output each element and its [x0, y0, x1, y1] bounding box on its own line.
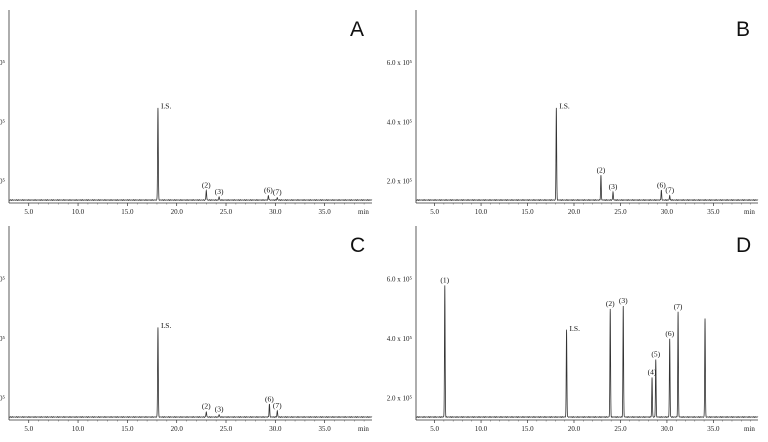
chart-panel-d: 5.0 10.0 15.0 20.0 25.0 30.0 35.0 min 2.0 x 10⁵ 4… [387, 226, 759, 433]
y-tick-label: 6.0 x 10⁵ [0, 275, 6, 283]
y-tick-label: 2.0 x 10⁵ [0, 394, 6, 402]
peak-label: I.S. [559, 102, 570, 111]
x-tick-label: 5.0 [24, 425, 33, 433]
x-tick-label: 25.0 [614, 208, 627, 216]
peak-label: (6) [264, 186, 273, 195]
peak-label: I.S. [161, 321, 172, 330]
peak-label: (3) [619, 296, 628, 305]
x-tick-label: 30.0 [269, 425, 282, 433]
y-tick-label: 4.0 x 10⁵ [0, 118, 6, 126]
x-tick-label: 10.0 [475, 208, 488, 216]
x-tick-label: 15.0 [121, 425, 134, 433]
panel-letter: A [350, 18, 364, 41]
peak-label: I.S. [161, 102, 172, 111]
x-tick-label: 10.0 [72, 208, 85, 216]
x-axis-label: min [744, 425, 755, 433]
y-tick-label: 4.0 x 10⁵ [0, 335, 6, 343]
x-tick-label: 35.0 [707, 208, 720, 216]
x-tick-label: 20.0 [171, 208, 184, 216]
x-tick-label: 20.0 [568, 425, 581, 433]
x-tick-label: 25.0 [220, 425, 233, 433]
peak-label: (2) [202, 402, 211, 411]
peak-label: (2) [597, 166, 606, 175]
peak-label: (2) [202, 180, 211, 189]
x-tick-label: 15.0 [521, 208, 534, 216]
y-tick-label: 4.0 x 10⁵ [387, 335, 413, 343]
peak-label: (1) [440, 275, 449, 284]
chart-panel-a: 5.0 10.0 15.0 20.0 25.0 30.0 35.0 min 2.0 x 10⁵ 4… [0, 10, 373, 216]
x-tick-label: 35.0 [707, 425, 720, 433]
chromatogram-trace [415, 107, 759, 201]
x-tick-label: 10.0 [72, 425, 85, 433]
y-tick-label: 2.0 x 10⁵ [387, 394, 413, 402]
x-axis-label: min [358, 208, 369, 216]
x-tick-label: 5.0 [430, 208, 439, 216]
y-tick-label: 2.0 x 10⁵ [0, 177, 6, 185]
x-tick-label: 5.0 [24, 208, 33, 216]
peak-label: (6) [265, 394, 274, 403]
x-tick-label: 15.0 [521, 425, 534, 433]
y-tick-label: 2.0 x 10⁵ [387, 177, 413, 185]
peak-label: (7) [674, 302, 683, 311]
chart-panel-b: 5.0 10.0 15.0 20.0 25.0 30.0 35.0 min 2.0 x 10⁵ 4… [387, 10, 759, 216]
x-tick-label: 25.0 [220, 208, 233, 216]
peak-label: (7) [665, 186, 674, 195]
x-tick-label: 5.0 [430, 425, 439, 433]
peak-label: (6) [665, 329, 674, 338]
x-tick-label: 30.0 [661, 425, 674, 433]
peak-label: (6) [657, 180, 666, 189]
x-tick-label: 10.0 [475, 425, 488, 433]
peak-label: (7) [273, 401, 282, 410]
x-axis-label: min [358, 425, 369, 433]
peak-label: (3) [215, 405, 224, 414]
chromatogram-trace [415, 285, 759, 418]
x-tick-label: 35.0 [319, 425, 332, 433]
chromatogram-trace [8, 107, 373, 201]
x-tick-label: 15.0 [121, 208, 134, 216]
peak-label: (7) [273, 188, 282, 197]
peak-label: (5) [651, 350, 660, 359]
y-tick-label: 6.0 x 10⁵ [387, 275, 413, 283]
peak-label: (3) [609, 182, 618, 191]
y-tick-label: 6.0 x 10⁵ [387, 59, 413, 67]
panel-letter: D [736, 234, 751, 257]
y-tick-label: 6.0 x 10⁵ [0, 59, 6, 67]
y-tick-label: 4.0 x 10⁵ [387, 118, 413, 126]
x-tick-label: 30.0 [269, 208, 282, 216]
x-tick-label: 35.0 [319, 208, 332, 216]
peak-label: I.S. [570, 324, 581, 333]
panel-letter: C [350, 234, 365, 257]
x-axis-label: min [744, 208, 755, 216]
peak-label: (4) [648, 368, 657, 377]
x-tick-label: 30.0 [661, 208, 674, 216]
x-tick-label: 20.0 [568, 208, 581, 216]
x-tick-label: 25.0 [614, 425, 627, 433]
peak-label: (2) [606, 299, 615, 308]
chart-panel-c: 5.0 10.0 15.0 20.0 25.0 30.0 35.0 min 2.0 x 10⁵ 4… [0, 226, 373, 433]
chromatogram-trace [8, 327, 373, 418]
x-tick-label: 20.0 [171, 425, 184, 433]
peak-label: (3) [215, 187, 224, 196]
panel-letter: B [736, 18, 750, 41]
